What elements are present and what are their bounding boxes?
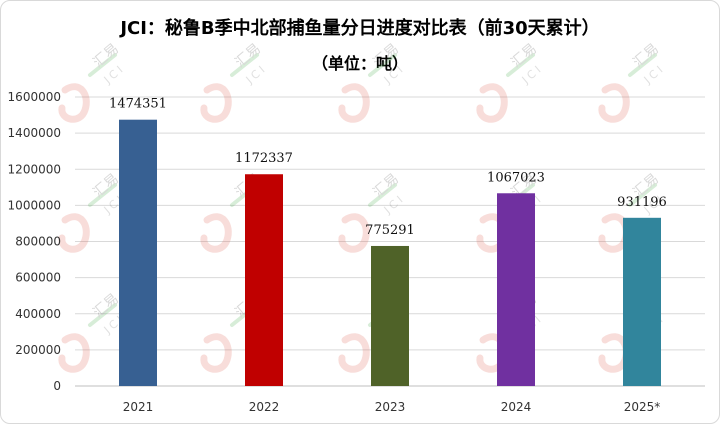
y-tick-label: 1600000 [8,90,61,104]
bar-2024 [497,193,535,386]
chart-subtitle: （单位：吨） [311,54,408,73]
data-label: 931196 [617,195,667,210]
data-label: 775291 [365,223,415,238]
y-axis-labels: 0 200000 400000 600000 800000 1000000 1200000 1… [8,90,61,393]
watermark-logo-stroke [368,53,397,77]
watermark-logo-mark [200,213,232,253]
watermark-logo-mark [338,213,370,253]
watermark-logo-stroke [230,53,259,77]
data-label: 1474351 [109,97,167,112]
watermark-logo-mark [598,83,630,123]
watermark-logo-stroke [368,183,397,207]
watermark-logo-mark [338,333,370,373]
bar-2023 [371,245,409,386]
watermark-logo-mark [58,83,90,123]
bar-2021 [119,119,157,387]
watermark-logo-mark [58,333,90,373]
y-tick-label: 600000 [15,271,61,285]
x-axis-labels: 2021 2022 2023 2024 2025* [123,400,661,414]
watermark-logo-stroke [628,183,657,207]
watermark-logo-stroke [88,183,117,207]
data-label: 1067023 [487,170,545,185]
bar-2025 [623,217,661,386]
watermark-logo-mark [58,213,90,253]
watermark-logo-mark [476,83,508,123]
bars [119,119,661,387]
watermark-logo-mark [200,333,232,373]
x-tick-label: 2023 [375,400,406,414]
data-label: 1172337 [235,151,293,166]
watermark-logo-mark [338,83,370,123]
y-tick-label: 1200000 [8,162,61,176]
watermark-logo-mark [598,333,630,373]
x-tick-label: 2024 [501,400,532,414]
y-tick-label: 0 [53,379,61,393]
watermark-logo-stroke [88,303,117,327]
bar-2022 [245,174,283,386]
y-tick-label: 1400000 [8,126,61,140]
x-tick-label: 2025* [624,400,661,414]
watermark-logo-stroke [628,53,657,77]
y-tick-label: 1000000 [8,198,61,212]
y-tick-label: 200000 [15,343,61,357]
y-tick-label: 400000 [15,307,61,321]
watermark-logo-mark [200,83,232,123]
x-tick-label: 2022 [249,400,280,414]
chart-title: JCI：秘鲁B季中北部捕鱼量分日进度对比表（前30天累计） [120,18,600,39]
watermark-logo-mark [598,213,630,253]
data-labels: 1474351 1172337 775291 1067023 931196 [109,97,667,238]
y-tick-label: 800000 [15,235,61,249]
x-tick-label: 2021 [123,400,154,414]
watermark-logo-stroke [506,53,535,77]
watermark-logo-stroke [88,53,117,77]
